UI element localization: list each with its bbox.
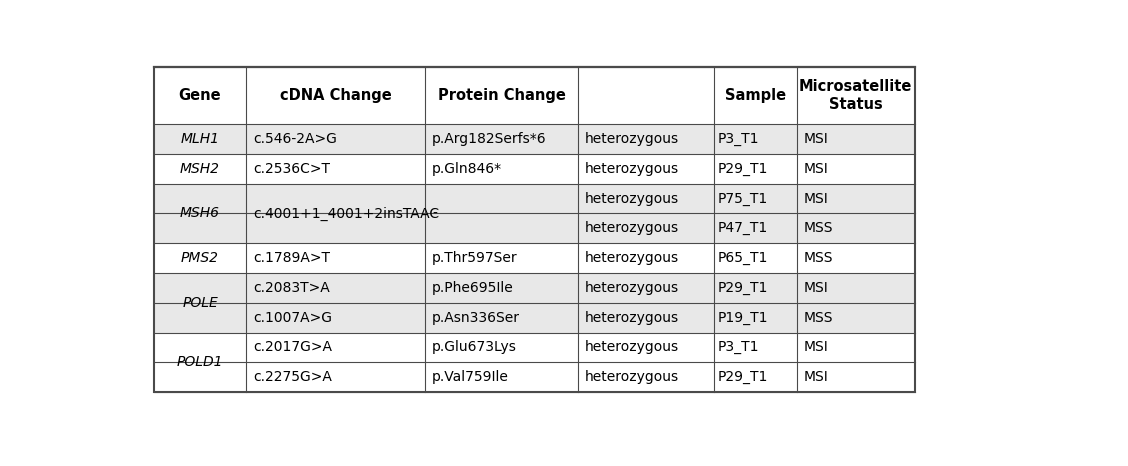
- Text: Gene: Gene: [178, 88, 221, 103]
- Bar: [155, 273, 915, 333]
- Text: MSI: MSI: [803, 281, 828, 295]
- Text: heterozygous: heterozygous: [585, 281, 679, 295]
- Text: heterozygous: heterozygous: [585, 251, 679, 265]
- Text: MSS: MSS: [803, 311, 834, 325]
- Text: p.Arg182Serfs*6: p.Arg182Serfs*6: [432, 132, 547, 146]
- Text: c.2275G>A: c.2275G>A: [253, 370, 332, 384]
- Text: P29_T1: P29_T1: [717, 162, 768, 176]
- Text: p.Asn336Ser: p.Asn336Ser: [432, 311, 520, 325]
- Bar: [155, 154, 915, 184]
- Text: MSS: MSS: [803, 251, 834, 265]
- Text: P47_T1: P47_T1: [717, 221, 768, 235]
- Text: P29_T1: P29_T1: [717, 281, 768, 295]
- Bar: [155, 124, 915, 154]
- Text: MSI: MSI: [803, 370, 828, 384]
- Text: c.1789A>T: c.1789A>T: [253, 251, 329, 265]
- Text: p.Gln846*: p.Gln846*: [432, 162, 502, 176]
- Bar: [155, 67, 915, 392]
- Text: MSH2: MSH2: [180, 162, 220, 176]
- Text: P65_T1: P65_T1: [717, 251, 768, 265]
- Text: cDNA Change: cDNA Change: [280, 88, 391, 103]
- Text: MLH1: MLH1: [180, 132, 220, 146]
- Text: heterozygous: heterozygous: [585, 162, 679, 176]
- Bar: [155, 333, 915, 392]
- Bar: [155, 184, 915, 243]
- Text: c.546-2A>G: c.546-2A>G: [253, 132, 337, 146]
- Text: P75_T1: P75_T1: [717, 192, 768, 206]
- Text: heterozygous: heterozygous: [585, 370, 679, 384]
- Text: Microsatellite
Status: Microsatellite Status: [799, 79, 913, 111]
- Text: c.1007A>G: c.1007A>G: [253, 311, 332, 325]
- Bar: [155, 67, 915, 124]
- Text: p.Phe695Ile: p.Phe695Ile: [432, 281, 514, 295]
- Text: MSS: MSS: [803, 221, 834, 235]
- Text: POLD1: POLD1: [177, 356, 223, 370]
- Text: heterozygous: heterozygous: [585, 341, 679, 355]
- Text: p.Glu673Lys: p.Glu673Lys: [432, 341, 517, 355]
- Text: P3_T1: P3_T1: [717, 132, 759, 146]
- Text: c.4001+1_4001+2insTAAC: c.4001+1_4001+2insTAAC: [253, 206, 439, 220]
- Text: heterozygous: heterozygous: [585, 311, 679, 325]
- Text: MSI: MSI: [803, 132, 828, 146]
- Text: heterozygous: heterozygous: [585, 192, 679, 206]
- Text: P19_T1: P19_T1: [717, 311, 768, 325]
- Text: c.2083T>A: c.2083T>A: [253, 281, 329, 295]
- Text: Protein Change: Protein Change: [438, 88, 565, 103]
- Bar: [155, 243, 915, 273]
- Text: MSI: MSI: [803, 341, 828, 355]
- Text: PMS2: PMS2: [180, 251, 219, 265]
- Text: p.Val759Ile: p.Val759Ile: [432, 370, 509, 384]
- Text: MSH6: MSH6: [180, 206, 220, 220]
- Text: heterozygous: heterozygous: [585, 132, 679, 146]
- Text: POLE: POLE: [182, 296, 218, 310]
- Text: P29_T1: P29_T1: [717, 370, 768, 384]
- Text: MSI: MSI: [803, 192, 828, 206]
- Text: p.Thr597Ser: p.Thr597Ser: [432, 251, 518, 265]
- Text: Sample: Sample: [724, 88, 786, 103]
- Text: MSI: MSI: [803, 162, 828, 176]
- Text: heterozygous: heterozygous: [585, 221, 679, 235]
- Text: P3_T1: P3_T1: [717, 341, 759, 355]
- Text: -: -: [432, 206, 437, 220]
- Text: c.2017G>A: c.2017G>A: [253, 341, 332, 355]
- Text: c.2536C>T: c.2536C>T: [253, 162, 329, 176]
